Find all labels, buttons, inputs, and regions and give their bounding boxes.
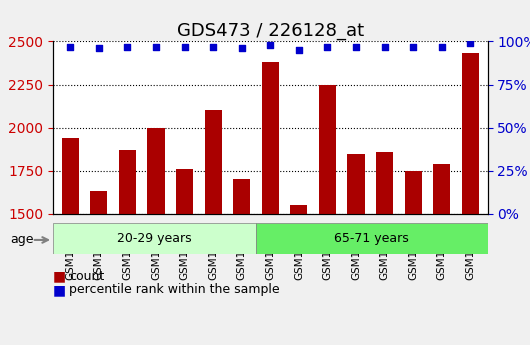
Point	[94, 46, 103, 51]
Bar	[405, 171, 422, 345]
Point	[352, 44, 360, 49]
Text: ■: ■	[53, 283, 66, 297]
Bar	[376, 152, 393, 345]
Text: 65-71 years: 65-71 years	[334, 231, 409, 245]
Point	[466, 40, 475, 46]
Bar	[61, 138, 79, 345]
Point	[123, 44, 131, 49]
Bar	[205, 110, 222, 345]
Bar	[233, 179, 250, 345]
Bar	[262, 62, 279, 345]
Title: GDS473 / 226128_at: GDS473 / 226128_at	[176, 22, 364, 40]
Bar	[462, 53, 479, 345]
Bar	[147, 128, 164, 345]
Text: count: count	[69, 269, 104, 283]
Point	[209, 44, 217, 49]
Point	[323, 44, 332, 49]
Point	[381, 44, 389, 49]
Bar	[348, 154, 365, 345]
Text: 20-29 years: 20-29 years	[117, 231, 192, 245]
Point	[66, 44, 74, 49]
FancyBboxPatch shape	[256, 223, 488, 254]
FancyBboxPatch shape	[53, 223, 256, 254]
Bar	[290, 205, 307, 345]
Point	[266, 42, 275, 48]
Bar	[119, 150, 136, 345]
Point	[237, 46, 246, 51]
Point	[180, 44, 189, 49]
Point	[295, 47, 303, 53]
Text: percentile rank within the sample: percentile rank within the sample	[69, 283, 279, 296]
Bar	[90, 191, 107, 345]
Text: ■: ■	[53, 269, 66, 283]
Bar	[176, 169, 193, 345]
Point	[409, 44, 418, 49]
Text: age: age	[11, 233, 34, 246]
Bar	[433, 164, 450, 345]
Point	[438, 44, 446, 49]
Point	[152, 44, 160, 49]
Bar	[319, 85, 336, 345]
